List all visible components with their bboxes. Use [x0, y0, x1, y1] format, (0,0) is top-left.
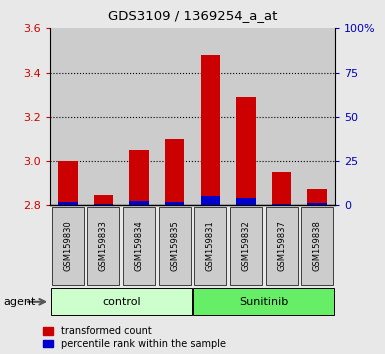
FancyBboxPatch shape — [194, 207, 226, 285]
Bar — [85, 28, 121, 205]
Bar — [272, 204, 291, 205]
Bar — [157, 28, 192, 205]
Bar — [165, 202, 184, 205]
FancyBboxPatch shape — [87, 207, 119, 285]
FancyBboxPatch shape — [266, 207, 298, 285]
FancyBboxPatch shape — [52, 207, 84, 285]
Legend: transformed count, percentile rank within the sample: transformed count, percentile rank withi… — [44, 326, 226, 349]
FancyBboxPatch shape — [193, 288, 334, 315]
Text: GSM159831: GSM159831 — [206, 221, 215, 272]
Text: GSM159838: GSM159838 — [313, 221, 321, 272]
Bar — [236, 97, 256, 205]
Bar — [121, 28, 157, 205]
Text: GSM159835: GSM159835 — [170, 221, 179, 272]
Text: agent: agent — [4, 297, 36, 307]
Bar — [201, 196, 220, 205]
Bar — [94, 204, 113, 205]
Text: control: control — [102, 297, 141, 307]
Bar — [307, 189, 327, 205]
Bar — [58, 161, 78, 205]
Bar — [264, 28, 300, 205]
Text: GSM159837: GSM159837 — [277, 221, 286, 272]
Bar — [228, 28, 264, 205]
Text: GSM159830: GSM159830 — [64, 221, 72, 272]
FancyBboxPatch shape — [51, 288, 192, 315]
Bar — [300, 28, 335, 205]
Text: Sunitinib: Sunitinib — [239, 297, 288, 307]
Bar — [165, 139, 184, 205]
Bar — [58, 202, 78, 205]
Bar — [272, 172, 291, 205]
Bar — [307, 202, 327, 205]
Bar — [50, 28, 85, 205]
Bar — [94, 195, 113, 205]
Bar — [236, 198, 256, 205]
Bar — [201, 55, 220, 205]
FancyBboxPatch shape — [123, 207, 155, 285]
Text: GSM159832: GSM159832 — [241, 221, 250, 272]
Bar — [192, 28, 228, 205]
Bar — [129, 150, 149, 205]
Bar — [129, 201, 149, 205]
Text: GDS3109 / 1369254_a_at: GDS3109 / 1369254_a_at — [108, 9, 277, 22]
FancyBboxPatch shape — [301, 207, 333, 285]
FancyBboxPatch shape — [230, 207, 262, 285]
Text: GSM159834: GSM159834 — [135, 221, 144, 272]
Text: GSM159833: GSM159833 — [99, 221, 108, 272]
FancyBboxPatch shape — [159, 207, 191, 285]
